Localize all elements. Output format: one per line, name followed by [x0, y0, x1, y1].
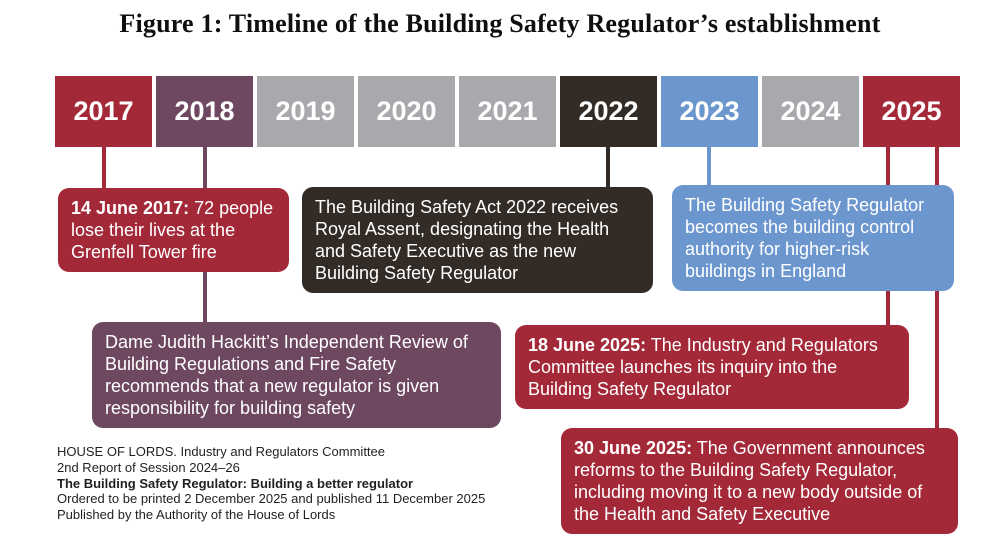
year-block-2024: 2024 [762, 76, 859, 147]
year-label: 2024 [780, 96, 841, 126]
imprint-line-session: 2nd Report of Session 2024–26 [57, 459, 240, 475]
year-label: 2019 [275, 96, 336, 126]
event-text: The Industry and Regulators Committee la… [528, 335, 878, 399]
figure-title: Figure 1: Timeline of the Building Safet… [119, 9, 881, 38]
connector-2022-act [606, 147, 610, 191]
imprint-line-published: Published by the Authority of the House … [57, 507, 336, 523]
connector-2017-grenfell [102, 147, 106, 192]
year-block-2023: 2023 [661, 76, 758, 147]
year-block-2020: 2020 [358, 76, 455, 147]
event-box-government-reforms: 30 June 2025: The Government announces r… [561, 428, 958, 534]
event-text: Dame Judith Hackitt’s Independent Review… [105, 332, 468, 418]
connector-2023-authority [707, 147, 711, 189]
event-box-committee-inquiry: 18 June 2025: The Industry and Regulator… [515, 325, 909, 409]
event-text: The Government announces reforms to the … [574, 438, 925, 524]
year-block-2017: 2017 [55, 76, 152, 147]
event-text: The Building Safety Regulator becomes th… [685, 195, 925, 281]
event-box-building-safety-act: The Building Safety Act 2022 receives Ro… [302, 187, 653, 293]
year-block-2021: 2021 [459, 76, 556, 147]
event-box-grenfell-fire: 14 June 2017: 72 people lose their lives… [58, 188, 289, 272]
year-label: 2023 [679, 96, 740, 126]
year-block-2025: 2025 [863, 76, 960, 147]
year-block-2019: 2019 [257, 76, 354, 147]
year-label: 2017 [73, 96, 134, 126]
event-date: 30 June 2025: [574, 438, 693, 458]
event-box-hackitt-review: Dame Judith Hackitt’s Independent Review… [92, 322, 501, 428]
event-text: The Building Safety Act 2022 receives Ro… [315, 197, 619, 283]
event-date: 14 June 2017: [71, 198, 190, 218]
event-text: 72 people lose their lives at the Grenfe… [71, 198, 274, 262]
year-label: 2021 [477, 96, 538, 126]
event-box-building-control-authority: The Building Safety Regulator becomes th… [672, 185, 954, 291]
year-bar: 2017 2018 2019 2020 2021 2022 2023 2024 … [55, 76, 960, 147]
year-block-2018: 2018 [156, 76, 253, 147]
event-date: 18 June 2025: [528, 335, 647, 355]
year-label: 2022 [578, 96, 639, 126]
year-label: 2020 [376, 96, 437, 126]
year-block-2022: 2022 [560, 76, 657, 147]
year-label: 2025 [881, 96, 942, 126]
imprint-line-report-title: The Building Safety Regulator: Building … [57, 475, 414, 491]
year-label: 2018 [174, 96, 235, 126]
imprint-block: HOUSE OF LORDS. Industry and Regulators … [57, 444, 485, 523]
imprint-line-printed: Ordered to be printed 2 December 2025 an… [57, 491, 486, 507]
imprint-line-committee: HOUSE OF LORDS. Industry and Regulators … [57, 444, 386, 459]
